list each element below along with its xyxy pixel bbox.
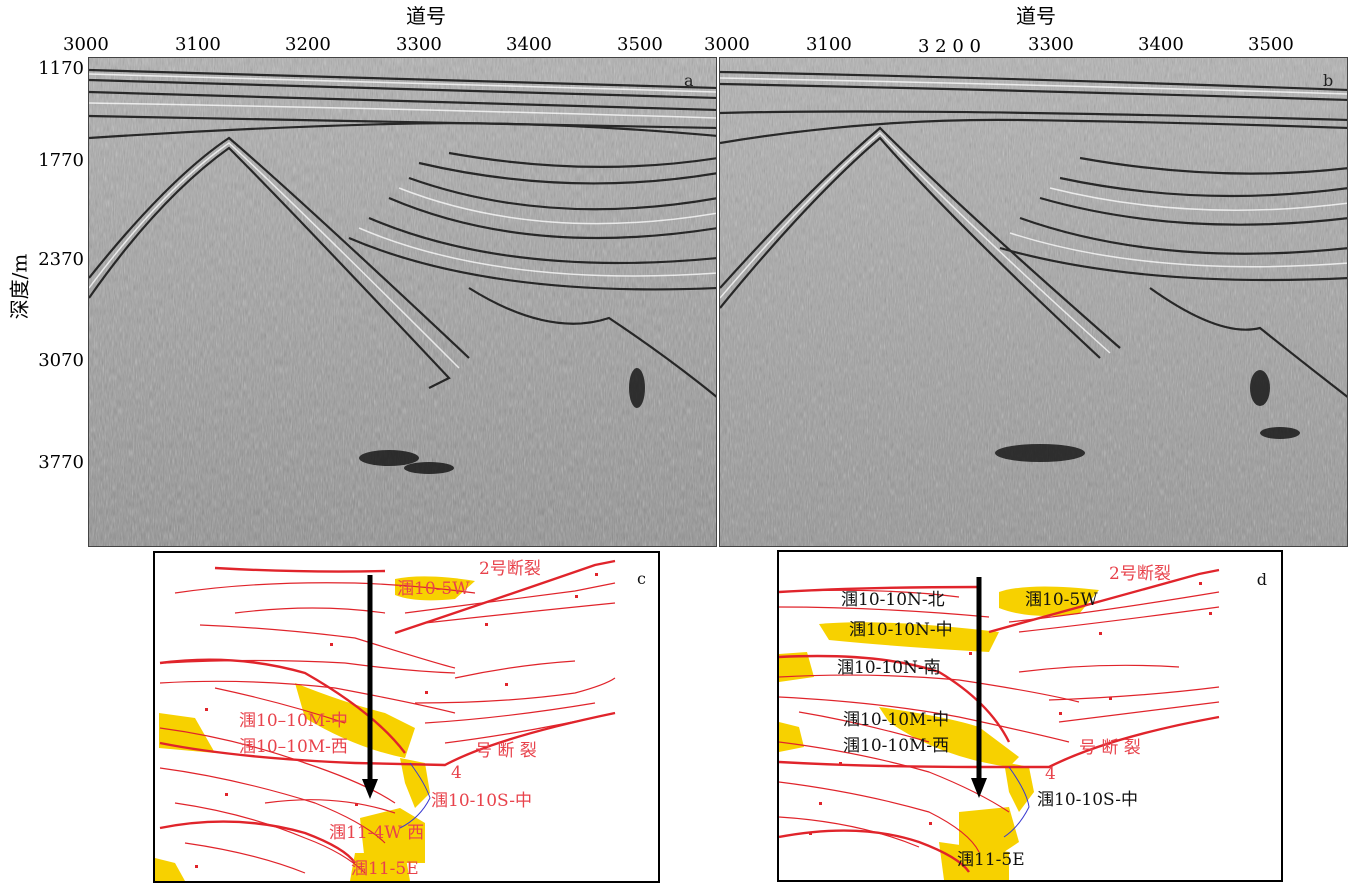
x-tick-label: 3100 <box>806 34 852 55</box>
x-tick-label: 3200 <box>285 34 331 55</box>
fault-4-label: 号 断 裂 <box>475 741 537 761</box>
field-label-n-mid: 涠10-10N-中 <box>849 620 953 640</box>
x-tick-label: 3300 <box>1028 34 1074 55</box>
seismic-section-b: b <box>719 57 1348 547</box>
fault-2-label: 2号断裂 <box>1109 564 1171 584</box>
x-tick-label: 3 2 0 0 <box>918 36 981 57</box>
panel-label-d: d <box>1256 570 1267 589</box>
x-tick-label: 3500 <box>1248 34 1294 55</box>
field-label-w5: 涠10-5W <box>397 579 470 599</box>
field-label-m-mid: 涠10–10M-中 <box>239 711 348 731</box>
x-tick-label: 3400 <box>506 34 552 55</box>
x-tick-label: 3300 <box>396 34 442 55</box>
y-tick-label: 2370 <box>38 249 84 270</box>
field-label-w5: 涠10-5W <box>1025 590 1098 610</box>
fault-4-number: 4 <box>451 763 462 783</box>
seismic-section-a: a <box>88 57 717 547</box>
field-label-m-west: 涠10–10M-西 <box>239 737 348 757</box>
fault-map-d: d 涠10-10N-北 涠10-5W 2号断裂 涠10-10N-中 涠10-10… <box>777 550 1283 882</box>
fault-4-label: 号 断 裂 <box>1079 738 1141 758</box>
field-label-s-mid: 涠10-10S-中 <box>431 791 533 811</box>
panel-label-a: a <box>684 71 694 90</box>
field-label-e4w: 涠11-4W 西 <box>329 823 425 843</box>
fault-2-label: 2号断裂 <box>479 559 541 579</box>
field-label-m-west: 涠10-10M-西 <box>843 736 950 756</box>
y-axis-title: 深度/m <box>7 253 32 320</box>
x-tick-label: 3500 <box>617 34 663 55</box>
fault-map-d-drawing <box>779 568 1220 880</box>
field-label-m-mid: 涠10-10M-中 <box>843 710 950 730</box>
x-tick-label: 3000 <box>704 34 750 55</box>
seismic-image-b: b <box>720 58 1347 546</box>
fault-map-c-drawing <box>155 559 616 881</box>
panel-label-b: b <box>1323 71 1333 90</box>
x-tick-label: 3100 <box>175 34 221 55</box>
x-tick-label: 3400 <box>1138 34 1184 55</box>
field-label-n-north: 涠10-10N-北 <box>841 590 945 610</box>
x-tick-label: 3000 <box>63 34 109 55</box>
y-tick-label: 3770 <box>38 452 84 473</box>
y-tick-label: 3070 <box>38 350 84 371</box>
field-label-e5: 涠11-5E <box>351 859 419 879</box>
y-tick-label: 1170 <box>38 58 84 79</box>
fault-4-number: 4 <box>1045 764 1056 784</box>
field-label-n-south: 涠10-10N-南 <box>837 658 941 678</box>
x-axis-title-left: 道号 <box>406 4 446 28</box>
x-axis-title-right: 道号 <box>1016 4 1056 28</box>
panel-label-c: c <box>637 569 646 588</box>
y-tick-label: 1770 <box>38 150 84 171</box>
fault-map-c: c 2号断裂 涠10-5W 涠10–10M-中 涠10–10M-西 4 号 断 … <box>153 551 660 883</box>
seismic-image-a: a <box>89 58 716 546</box>
field-label-s-mid: 涠10-10S-中 <box>1037 790 1139 810</box>
field-label-e5: 涠11-5E <box>957 850 1025 870</box>
